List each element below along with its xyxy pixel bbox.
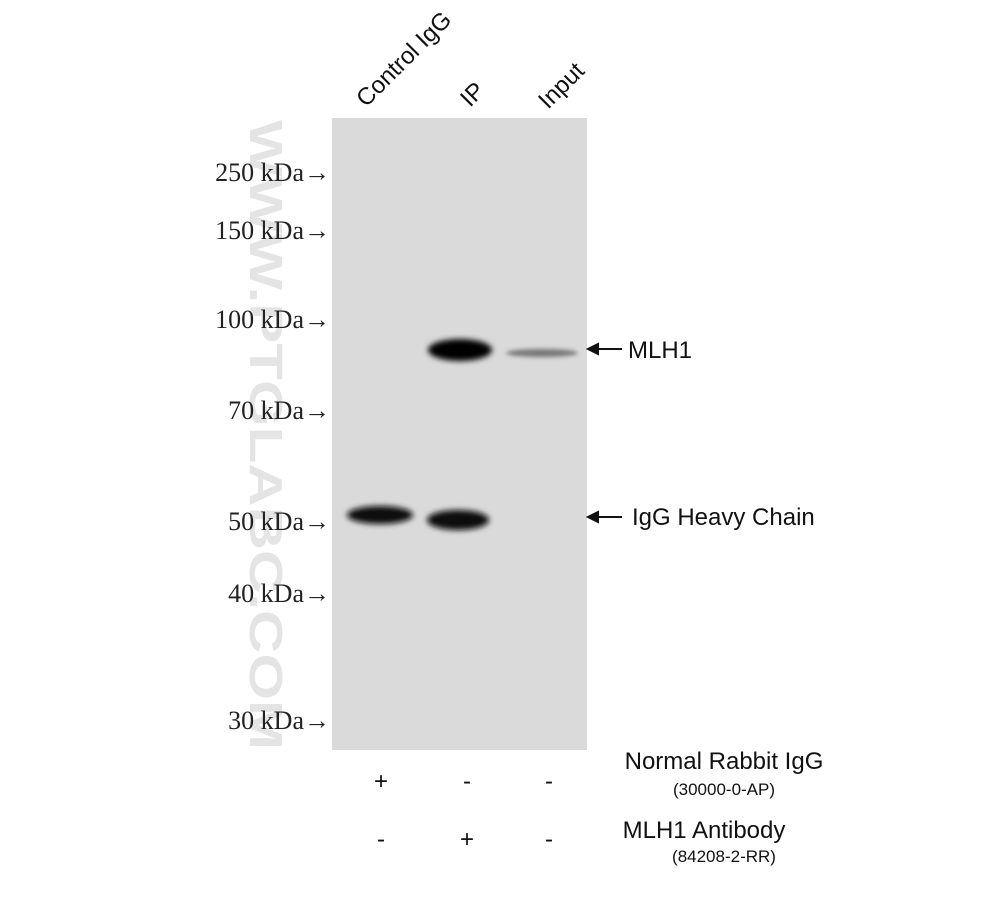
sign: - bbox=[545, 826, 553, 853]
watermark: WWW.PTGLABC.COM bbox=[240, 120, 292, 750]
band-label: MLH1 bbox=[628, 337, 692, 364]
band bbox=[506, 349, 578, 357]
marker-label: 100 kDa→ bbox=[215, 305, 330, 334]
sign: - bbox=[463, 768, 471, 795]
lane-label: Control IgG bbox=[351, 6, 457, 112]
band-label: IgG Heavy Chain bbox=[632, 504, 815, 531]
marker-label: 40 kDa→ bbox=[228, 579, 330, 608]
arrow-head bbox=[585, 342, 599, 356]
sign: + bbox=[460, 826, 474, 853]
marker-label: 250 kDa→ bbox=[215, 158, 330, 187]
arrow-head bbox=[585, 510, 599, 524]
marker-label: 150 kDa→ bbox=[215, 216, 330, 245]
band bbox=[428, 339, 492, 361]
lane-label: IP bbox=[455, 77, 490, 112]
marker-label: 70 kDa→ bbox=[228, 396, 330, 425]
treatment-name: Normal Rabbit IgG bbox=[625, 748, 824, 775]
sign: - bbox=[377, 826, 385, 853]
sign: - bbox=[545, 768, 553, 795]
sign: + bbox=[374, 768, 388, 795]
catalog-number: (30000-0-AP) bbox=[673, 780, 775, 799]
treatment-name: MLH1 Antibody bbox=[623, 817, 786, 844]
marker-label: 30 kDa→ bbox=[228, 706, 330, 735]
band bbox=[427, 510, 489, 530]
lane-label: Input bbox=[533, 57, 590, 114]
marker-label: 50 kDa→ bbox=[228, 507, 330, 536]
band bbox=[347, 506, 413, 524]
catalog-number: (84208-2-RR) bbox=[672, 847, 776, 866]
blot bbox=[332, 118, 587, 750]
